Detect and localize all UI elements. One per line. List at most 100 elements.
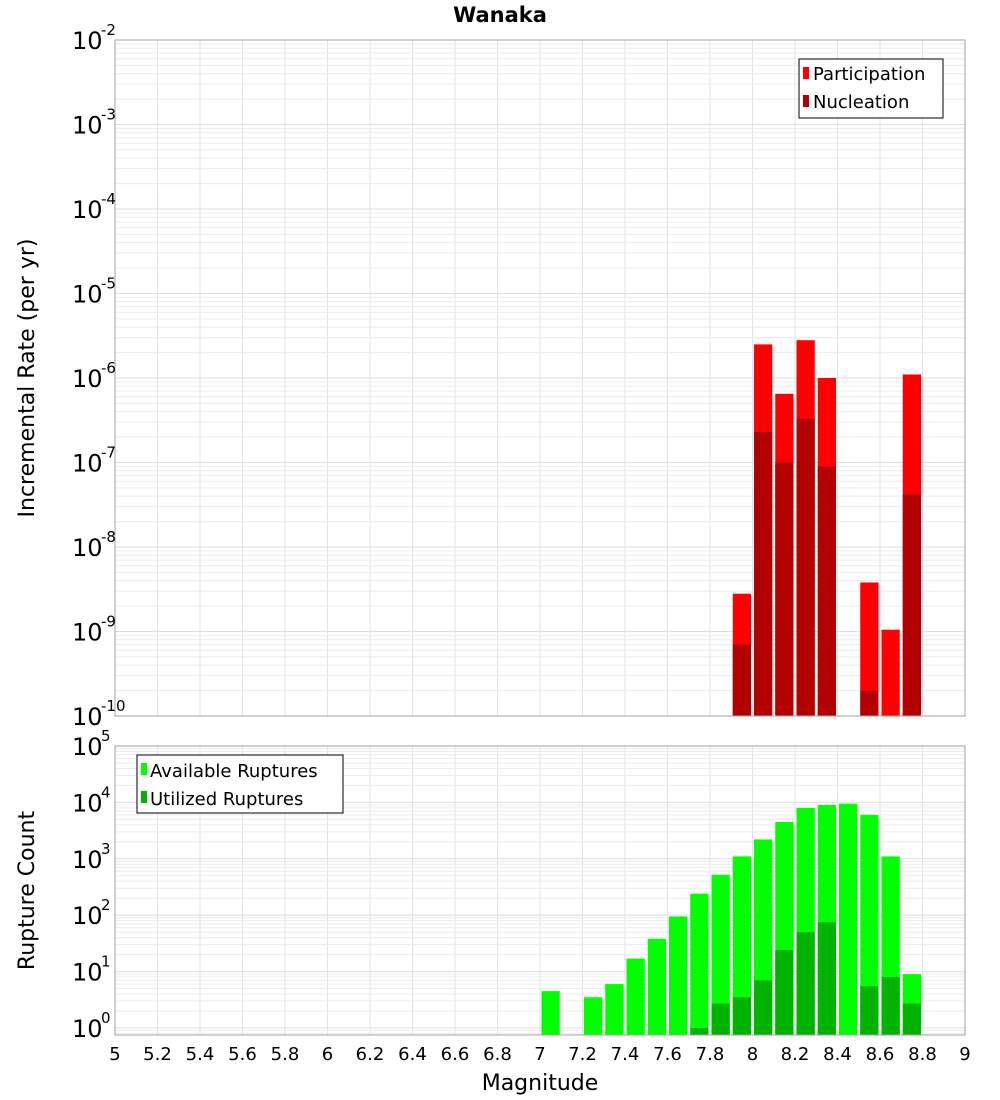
y-tick-exponent: -2: [101, 21, 116, 39]
y-tick-base: 10: [72, 789, 103, 817]
legend-label-participation: Participation: [813, 64, 925, 85]
legend-label-available: Available Ruptures: [150, 761, 318, 782]
legend-swatch-nucleation: [803, 95, 809, 107]
bar-available-ruptures: [711, 874, 730, 1035]
x-tick-label: 5: [109, 1044, 120, 1065]
bar-available-ruptures: [647, 938, 666, 1035]
y-tick-label: 100: [72, 1009, 111, 1043]
count-panel-bars: [541, 803, 921, 1035]
bar-nucleation: [754, 431, 773, 716]
x-tick-label: 7.8: [696, 1044, 725, 1065]
legend-swatch-participation: [803, 67, 809, 79]
y-tick-exponent: -3: [101, 106, 116, 124]
count-panel-frame: [114, 745, 966, 1036]
rate-panel-y-ticks: 10-210-310-410-510-610-710-810-910-10: [72, 21, 126, 731]
x-tick-label: 6: [322, 1044, 333, 1065]
bar-utilized-ruptures: [902, 1003, 921, 1035]
bar-available-ruptures: [584, 997, 603, 1035]
rate-legend: Participation Nucleation: [798, 58, 944, 119]
y-tick-base: 10: [72, 846, 103, 874]
bar-available-ruptures: [860, 814, 879, 1035]
y-tick-label: 102: [72, 896, 111, 930]
y-tick-base: 10: [72, 534, 103, 562]
y-tick-label: 10-8: [72, 528, 116, 562]
y-tick-exponent: 2: [101, 896, 111, 914]
bar-available-ruptures: [669, 916, 688, 1035]
rate-y-axis-title: Incremental Rate (per yr): [15, 239, 40, 518]
x-tick-label: 8.8: [908, 1044, 937, 1065]
x-tick-label: 6.2: [356, 1044, 385, 1065]
count-legend-box: [136, 754, 344, 814]
y-tick-label: 104: [72, 783, 111, 817]
y-tick-label: 10-4: [72, 190, 116, 224]
bar-nucleation: [775, 462, 794, 716]
y-tick-label: 10-7: [72, 444, 116, 478]
x-tick-label: 9: [959, 1044, 970, 1065]
y-tick-exponent: -6: [101, 359, 116, 377]
bar-nucleation: [902, 494, 921, 716]
bar-utilized-ruptures: [860, 986, 879, 1035]
x-tick-label: 6.8: [483, 1044, 512, 1065]
bar-utilized-ruptures: [775, 950, 794, 1035]
bar-utilized-ruptures: [754, 980, 773, 1035]
y-tick-base: 10: [72, 703, 103, 731]
y-tick-exponent: 5: [101, 727, 111, 745]
legend-label-utilized: Utilized Ruptures: [150, 789, 303, 810]
x-tick-label: 8.4: [823, 1044, 852, 1065]
x-tick-label: 5.8: [271, 1044, 300, 1065]
y-tick-base: 10: [72, 281, 103, 309]
bar-participation: [881, 629, 900, 716]
bar-utilized-ruptures: [817, 922, 836, 1035]
y-tick-exponent: 1: [101, 953, 111, 971]
y-tick-label: 10-3: [72, 106, 116, 140]
x-axis-title: Magnitude: [482, 1071, 599, 1096]
y-tick-exponent: 3: [101, 840, 111, 858]
x-tick-label: 5.4: [186, 1044, 215, 1065]
bar-available-ruptures: [605, 984, 624, 1035]
y-tick-base: 10: [72, 959, 103, 987]
y-tick-exponent: 0: [101, 1009, 111, 1027]
x-tick-label: 5.2: [143, 1044, 172, 1065]
bar-utilized-ruptures: [881, 977, 900, 1035]
y-tick-label: 10-5: [72, 275, 116, 309]
count-legend: Available Ruptures Utilized Ruptures: [136, 754, 344, 814]
x-tick-label: 8.2: [781, 1044, 810, 1065]
bar-available-ruptures: [732, 856, 751, 1035]
count-y-axis-title: Rupture Count: [15, 811, 40, 971]
y-tick-exponent: -5: [101, 275, 116, 293]
y-tick-base: 10: [72, 196, 103, 224]
bar-nucleation: [860, 690, 879, 716]
y-tick-label: 103: [72, 840, 111, 874]
y-tick-base: 10: [72, 733, 103, 761]
y-tick-base: 10: [72, 1015, 103, 1043]
rate-panel-bars: [732, 340, 921, 716]
y-tick-exponent: -4: [101, 190, 116, 208]
x-tick-label: 7.6: [653, 1044, 682, 1065]
bar-utilized-ruptures: [732, 997, 751, 1035]
rate-legend-box: [798, 58, 944, 119]
bar-utilized-ruptures: [796, 932, 815, 1035]
bar-nucleation: [796, 418, 815, 716]
bar-available-ruptures: [626, 958, 645, 1035]
y-tick-exponent: -7: [101, 444, 116, 462]
rate-panel: 10-210-310-410-510-610-710-810-910-10 In…: [15, 21, 966, 731]
rate-panel-grid: [114, 39, 966, 717]
rate-panel-frame: [114, 39, 966, 717]
y-tick-label: 10-9: [72, 613, 116, 647]
y-tick-base: 10: [72, 27, 103, 55]
x-axis-ticks: 5 5.2 5.4 5.6 5.8 6 6.2 6.4 6.6 6.8 7 7.2 7.4 7.6 7.8 8…: [109, 1044, 970, 1065]
y-tick-label: 10-10: [72, 697, 126, 731]
y-tick-exponent: -10: [101, 697, 126, 715]
x-tick-label: 6.4: [398, 1044, 427, 1065]
chart-title: Wanaka: [453, 3, 547, 27]
x-tick-label: 8: [747, 1044, 758, 1065]
y-tick-label: 10-6: [72, 359, 116, 393]
x-tick-label: 5.6: [228, 1044, 257, 1065]
legend-swatch-utilized: [141, 791, 147, 803]
legend-label-nucleation: Nucleation: [813, 92, 909, 113]
y-tick-exponent: 4: [101, 783, 111, 801]
y-tick-base: 10: [72, 365, 103, 393]
y-tick-label: 101: [72, 953, 111, 987]
